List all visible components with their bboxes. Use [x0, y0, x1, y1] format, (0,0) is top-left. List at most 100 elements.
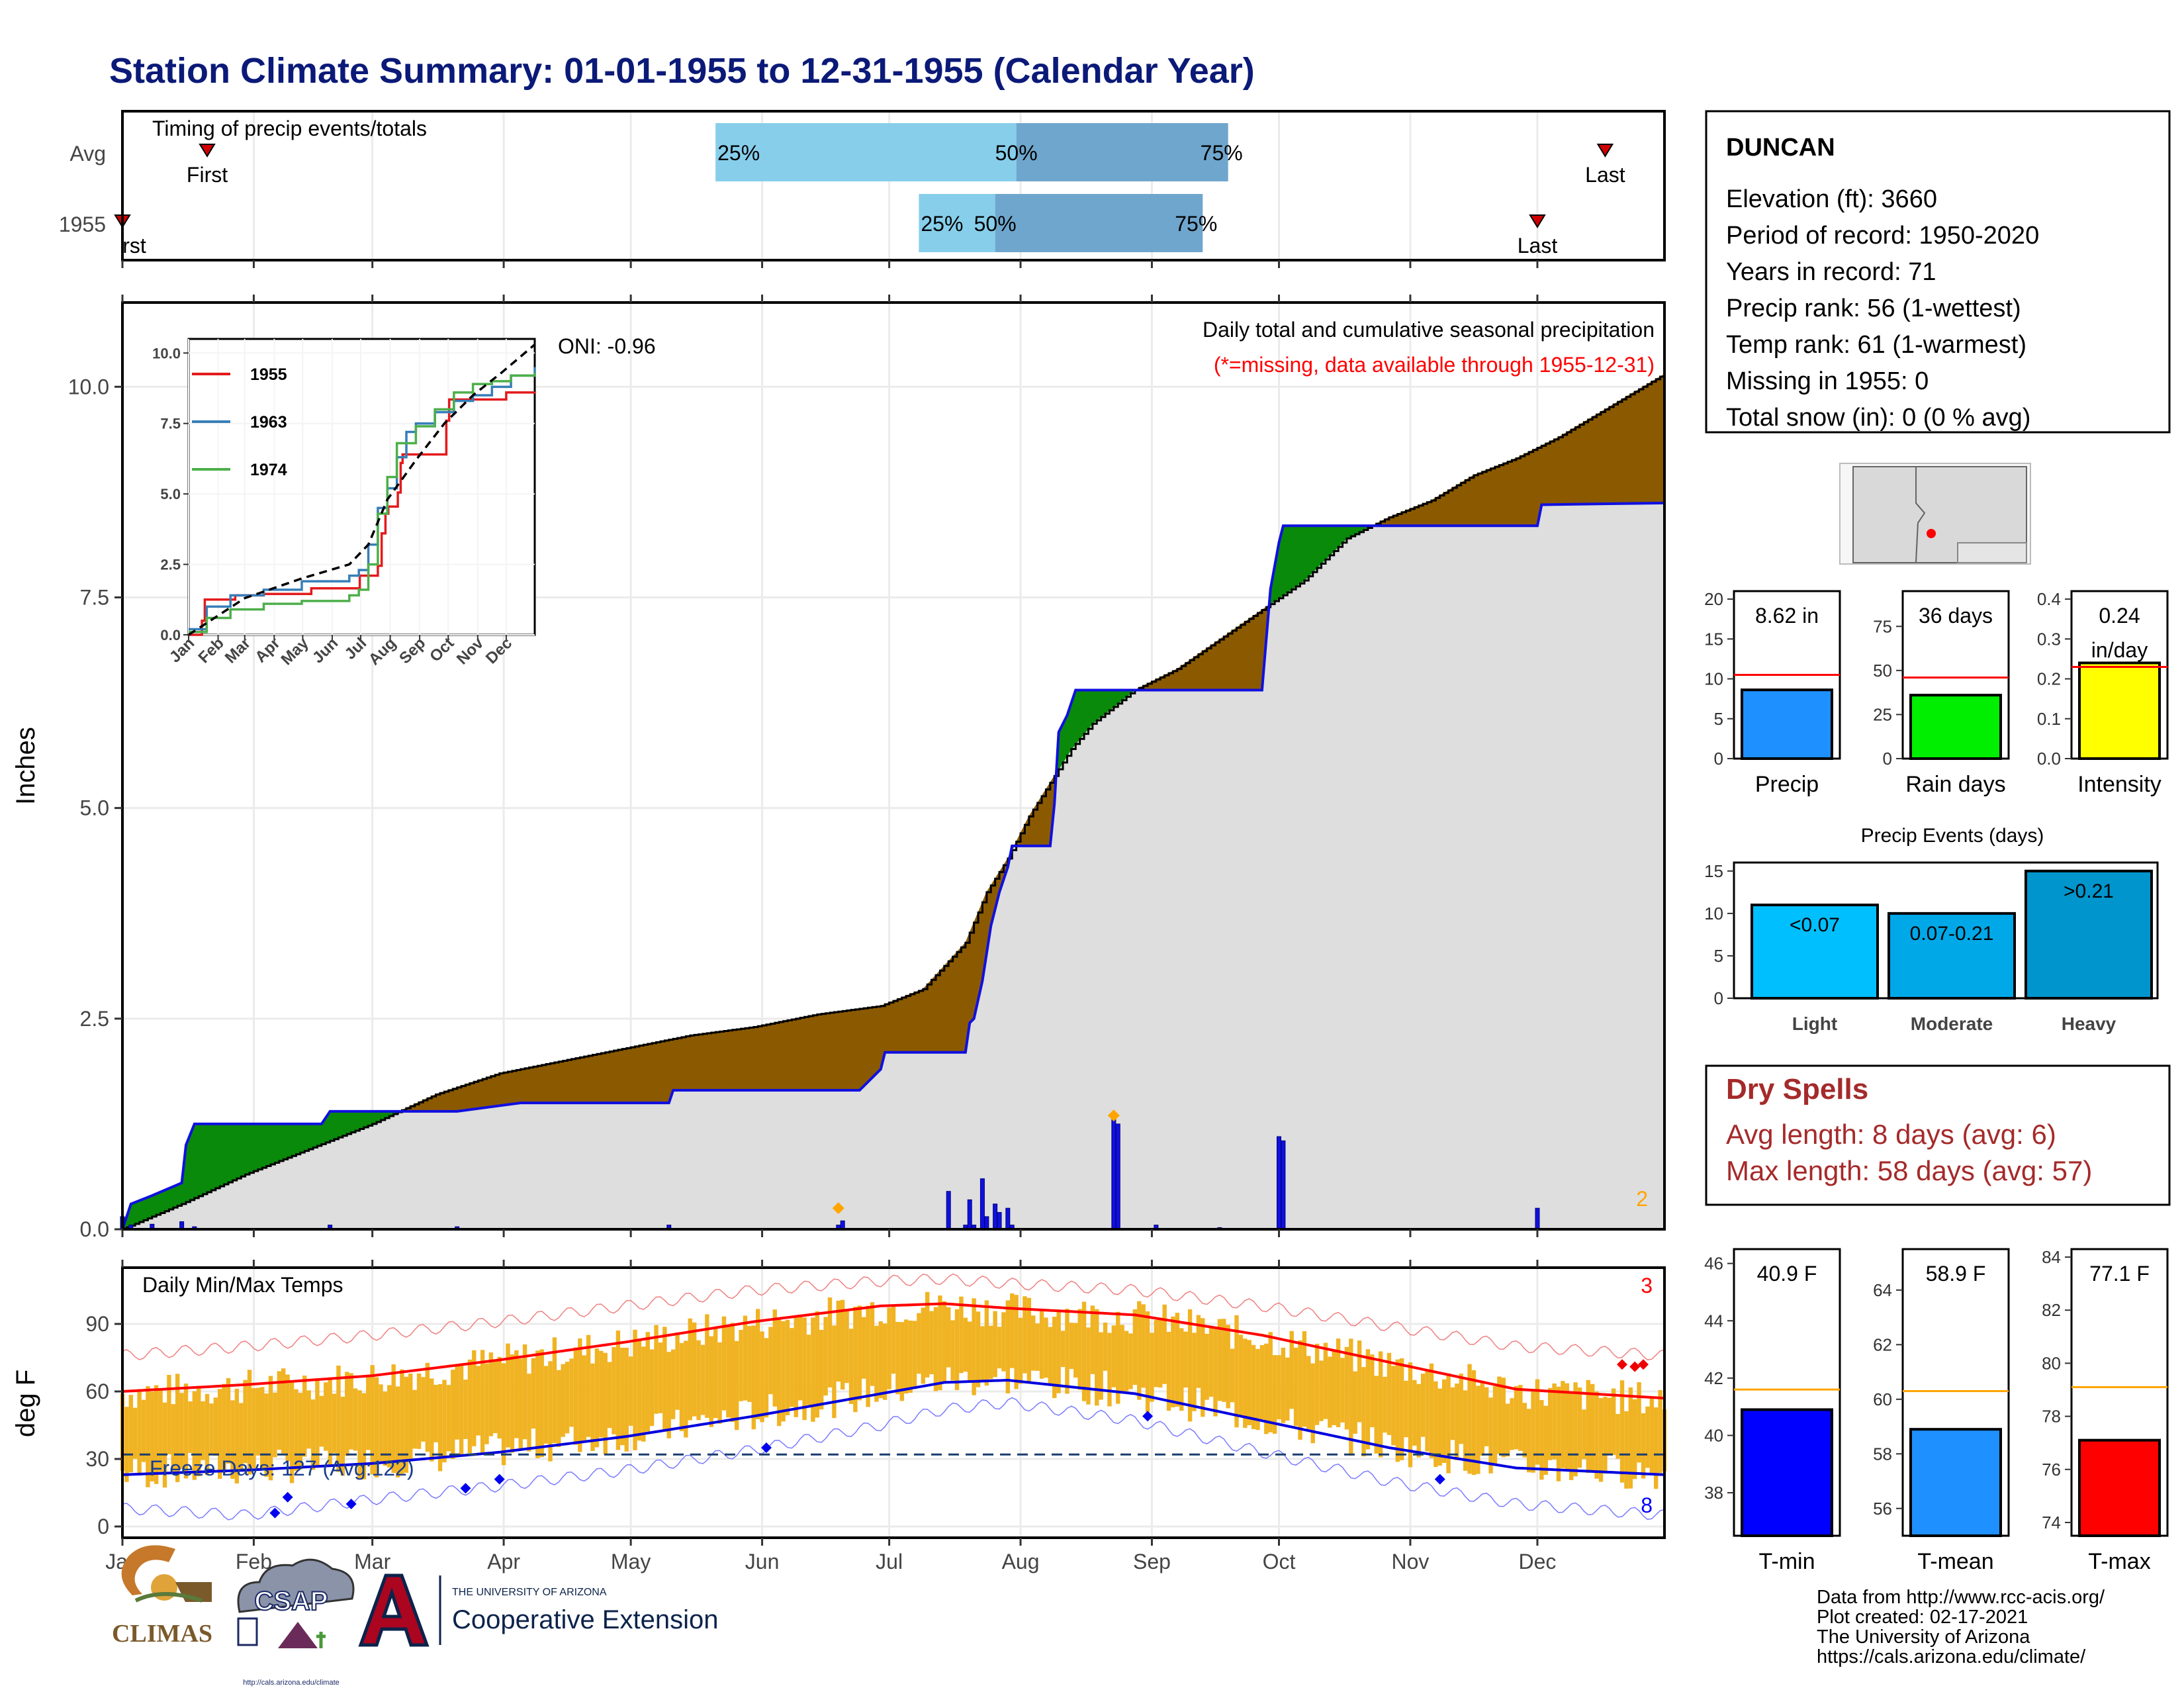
events-bar-heavy — [2025, 869, 2153, 1000]
daily-temp-bar — [400, 1369, 404, 1474]
daily-temp-bar — [612, 1347, 616, 1434]
precip-stat-ytick-label: 20 — [1704, 589, 1723, 609]
precip-anomaly-segment — [694, 1034, 700, 1091]
daily-temp-bar — [1183, 1331, 1188, 1388]
daily-temp-bar — [395, 1386, 400, 1477]
daily-temp-bar — [1128, 1333, 1133, 1389]
daily-temp-bar — [213, 1397, 218, 1456]
month-label: Jul — [876, 1550, 903, 1573]
precip-anomaly-segment — [228, 1123, 233, 1183]
daily-temp-bar — [1081, 1301, 1087, 1401]
daily-temp-bar — [781, 1321, 786, 1422]
tmax-stat-chart: 74 76 78 80 82 84 77.1 F T-max — [2042, 1247, 2169, 1574]
daily-temp-bar — [1420, 1374, 1426, 1437]
daily-temp-bar — [607, 1362, 612, 1429]
precip-anomaly-segment — [1075, 689, 1081, 745]
daily-temp-bar — [1205, 1333, 1209, 1400]
daily-temp-bar — [446, 1385, 451, 1452]
precip-anomaly-segment — [554, 1061, 559, 1103]
daily-temp-bar — [743, 1315, 748, 1401]
daily-temp-bar — [582, 1355, 586, 1443]
daily-temp-bar — [1251, 1344, 1256, 1429]
daily-temp-bar — [1556, 1386, 1561, 1481]
raindays-stat-ytick-label: 50 — [1873, 661, 1892, 680]
daily-temp-bar — [192, 1391, 197, 1480]
precip-anomaly-segment — [203, 1123, 208, 1195]
precip-anomaly-segment — [939, 964, 945, 1053]
precip-anomaly-segment — [1456, 482, 1462, 526]
daily-temp-bar — [281, 1368, 286, 1454]
daily-temp-bar — [912, 1321, 917, 1389]
daily-temp-bar — [887, 1307, 891, 1389]
month-label: Jun — [745, 1550, 780, 1573]
daily-temp-bar — [484, 1363, 489, 1444]
daily-temp-bar — [1492, 1385, 1498, 1466]
daily-temp-bar — [1023, 1296, 1027, 1374]
inset-series-1974 — [189, 373, 536, 633]
daily-temp-bar — [336, 1365, 341, 1472]
events-category-label: Heavy — [2062, 1013, 2116, 1034]
daily-temp-bar — [514, 1350, 519, 1438]
precip-anomaly-segment — [863, 1007, 869, 1087]
precip-anomaly-segment — [152, 1193, 157, 1217]
daily-temp-bar — [844, 1309, 849, 1383]
daily-temp-bar — [1526, 1409, 1531, 1473]
daily-temp-bar — [1383, 1376, 1387, 1433]
daily-temp-bar — [349, 1373, 353, 1450]
missing-marker — [832, 1202, 844, 1215]
precip-ytick-label: 0.0 — [80, 1217, 109, 1241]
precip-anomaly-segment — [1482, 469, 1487, 526]
events-bar-light — [1751, 904, 1879, 1000]
precip-anomaly-segment — [342, 1111, 347, 1137]
daily-temp-bar — [226, 1378, 231, 1464]
daily-temp-bar — [201, 1401, 205, 1460]
daily-temp-bar — [976, 1311, 981, 1387]
daily-temp-bar — [239, 1403, 244, 1472]
dry-spells-title: Dry Spells — [1726, 1073, 1868, 1105]
daily-temp-bar — [1213, 1327, 1218, 1417]
precip-anomaly-segment — [1477, 471, 1483, 526]
daily-temp-bar — [713, 1327, 718, 1419]
record-max-marker — [1616, 1359, 1627, 1370]
precip-anomaly-segment — [596, 1053, 602, 1103]
daily-temp-bar — [802, 1317, 807, 1421]
timing-marker-last — [1529, 214, 1546, 228]
precip-anomaly-segment — [1634, 389, 1640, 504]
tmin-stat-label: T-min — [1759, 1549, 1815, 1574]
daily-temp-bar — [1573, 1382, 1578, 1477]
daily-temp-bar — [1459, 1374, 1463, 1444]
precip-anomaly-segment — [723, 1030, 729, 1091]
record-min-marker — [1142, 1411, 1154, 1422]
precip-anomaly-segment — [308, 1123, 314, 1150]
raindays-stat-ytick-label: 0 — [1883, 749, 1892, 769]
tmean-stat-ytick-label: 64 — [1873, 1280, 1892, 1300]
daily-temp-bar — [984, 1300, 989, 1386]
daily-temp-bar — [794, 1315, 798, 1417]
daily-precip-bar — [997, 1212, 1002, 1230]
daily-temp-bar — [666, 1352, 671, 1438]
daily-temp-bar — [1340, 1358, 1345, 1423]
station-info-line: Period of record: 1950-2020 — [1726, 222, 2039, 250]
daily-temp-bar — [1387, 1352, 1392, 1435]
daily-temp-bar — [183, 1383, 189, 1479]
daily-temp-bar — [590, 1363, 595, 1451]
temp-title: Daily Min/Max Temps — [142, 1273, 343, 1297]
daily-temp-bar — [1594, 1391, 1599, 1479]
daily-temp-bar — [1175, 1313, 1180, 1407]
daily-temp-bar — [1598, 1398, 1604, 1482]
daily-temp-bar — [747, 1326, 752, 1402]
daily-temp-bar — [1277, 1355, 1281, 1420]
events-category-label: Light — [1792, 1013, 1837, 1034]
precip-anomaly-segment — [1287, 525, 1293, 593]
daily-temp-bar — [1590, 1383, 1595, 1473]
precip-count: 2 — [1636, 1187, 1648, 1211]
precip-anomaly-segment — [1291, 525, 1297, 590]
precip-anomaly-segment — [741, 1027, 746, 1091]
raindays-stat-chart: 0 25 50 75 36 days Rain days — [1873, 590, 2010, 797]
events-bar-label: >0.21 — [2064, 880, 2114, 902]
daily-temp-bar — [442, 1380, 447, 1463]
precip-anomaly-segment — [884, 1002, 890, 1053]
daily-temp-bar — [1073, 1323, 1078, 1378]
daily-temp-bar — [1234, 1315, 1239, 1428]
